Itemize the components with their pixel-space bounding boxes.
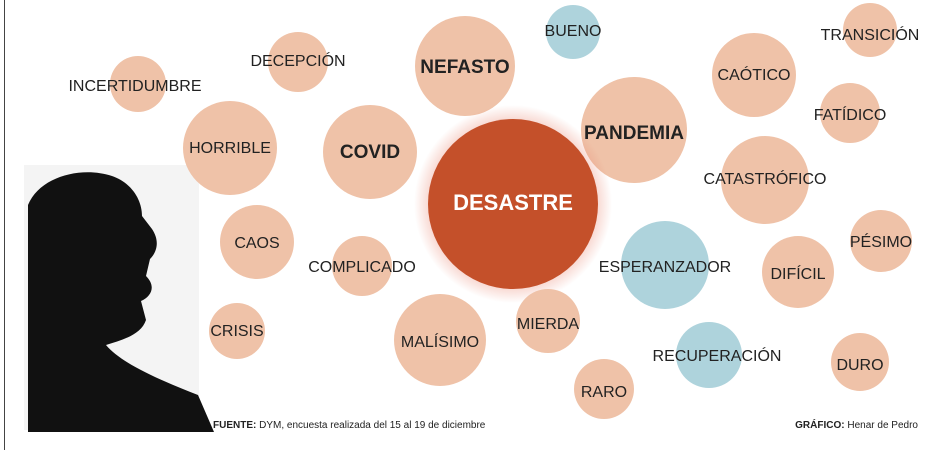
source-label: FUENTE: (213, 420, 256, 431)
source-text: DYM, encuesta realizada del 15 al 19 de … (259, 420, 486, 431)
word: FATÍDICO (814, 105, 887, 124)
word: COMPLICADO (308, 259, 416, 276)
word: CATASTRÓFICO (704, 169, 827, 188)
word: DESASTRE (453, 190, 573, 215)
credit: GRÁFICO: Henar de Pedro (795, 418, 918, 431)
word: DECEPCIÓN (250, 51, 345, 70)
word: RECUPERACIÓN (653, 346, 782, 365)
word: DURO (836, 357, 883, 374)
word: PÉSIMO (850, 232, 912, 251)
word: COVID (340, 142, 400, 163)
word: ESPERANZADOR (599, 259, 731, 276)
word: INCERTIDUMBRE (68, 78, 201, 95)
word: CAOS (234, 235, 279, 252)
word: NEFASTO (420, 57, 509, 78)
word: CRISIS (210, 323, 263, 340)
word: HORRIBLE (189, 140, 271, 157)
word: DIFÍCIL (770, 264, 825, 283)
word: PANDEMIA (584, 123, 684, 144)
word: TRANSICIÓN (821, 25, 920, 44)
credit-text: Henar de Pedro (847, 420, 918, 431)
word: RARO (581, 384, 627, 401)
credit-label: GRÁFICO: (795, 418, 844, 431)
infographic: INCERTIDUMBRE DECEPCIÓN NEFASTO BUENO TRANSI… (0, 0, 926, 450)
word: MALÍSIMO (401, 332, 479, 351)
word: MIERDA (517, 316, 580, 333)
word: BUENO (545, 23, 602, 40)
source: FUENTE: DYM, encuesta realizada del 15 a… (213, 420, 486, 431)
word: CAÓTICO (718, 65, 791, 84)
